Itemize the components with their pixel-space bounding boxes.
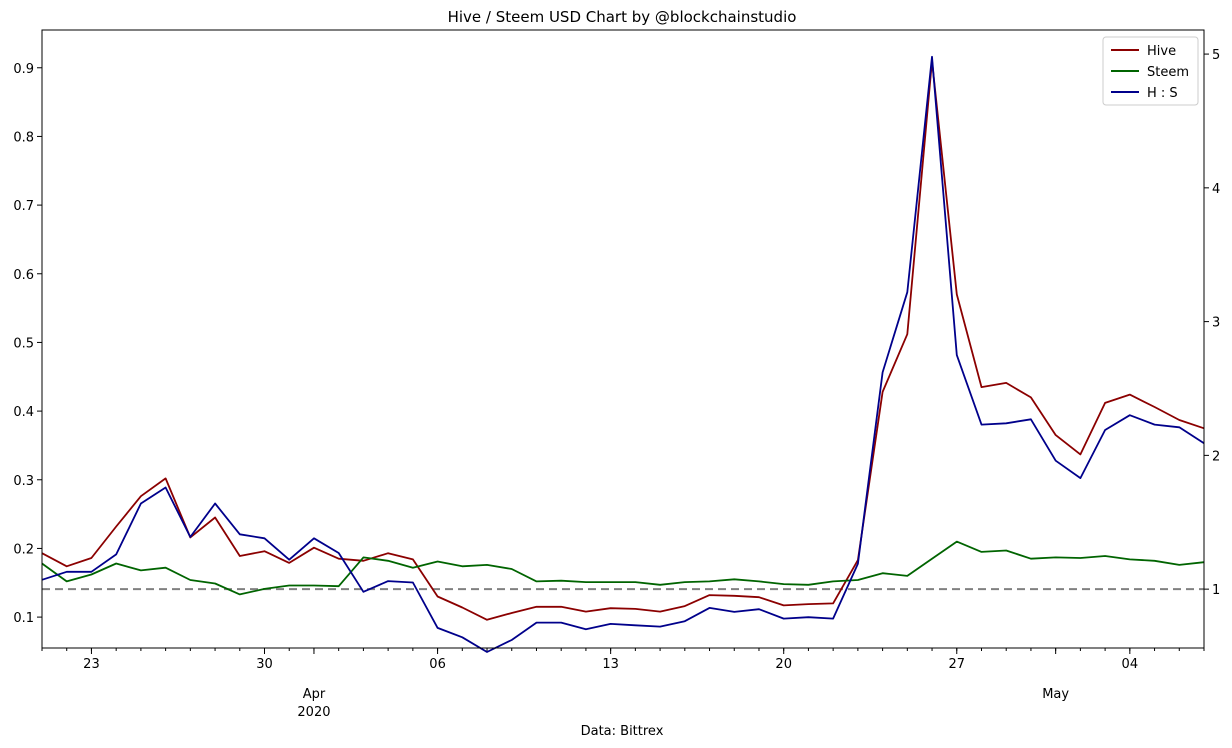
legend-box: [1102, 36, 1199, 106]
legend-entry: Hive: [1147, 44, 1176, 59]
y-right-tick-label: 5: [1212, 48, 1220, 63]
chart-title: Hive / Steem USD Chart by @blockchainstu…: [448, 8, 797, 26]
legend-entry: H : S: [1147, 86, 1178, 101]
x-tick-label: 23: [83, 657, 100, 672]
plot-frame: [41, 29, 1205, 649]
x-tick-label: 20: [775, 657, 792, 672]
x-tick-label: 30: [256, 657, 273, 672]
y-left-tick-label: 0.9: [13, 62, 34, 77]
y-left-tick-label: 0.7: [13, 199, 34, 214]
series-line-h-s: [41, 55, 1205, 653]
y-left-tick-label: 0.3: [13, 474, 34, 489]
x-tick-label: 04: [1122, 657, 1139, 672]
y-left-tick-label: 0.2: [13, 542, 34, 557]
legend-entry: Steem: [1147, 65, 1189, 80]
x-tick-label: May: [1042, 687, 1069, 702]
legend: Hive Steem H : S: [1102, 36, 1199, 106]
y-left-tick-label: 0.6: [13, 268, 34, 283]
y-right-tick-label: 1: [1212, 583, 1220, 598]
y-right-tick-label: 3: [1212, 316, 1220, 331]
x-tick-label: 27: [948, 657, 965, 672]
x-tick-label-year: 2020: [297, 705, 330, 720]
y-right-tick-label: 4: [1212, 182, 1220, 197]
series-line-hive: [41, 60, 1205, 621]
x-axis-label: Data: Bittrex: [581, 724, 664, 739]
y-left-tick-label: 0.1: [13, 611, 34, 626]
y-left-tick-label: 0.5: [13, 336, 34, 351]
y-right-tick-label: 2: [1212, 449, 1220, 464]
x-tick-label: 13: [602, 657, 619, 672]
x-tick-label: Apr: [303, 687, 326, 702]
x-tick-label: 06: [429, 657, 446, 672]
series-line-steem: [41, 540, 1205, 596]
y-left-tick-label: 0.8: [13, 130, 34, 145]
y-left-tick-label: 0.4: [13, 405, 34, 420]
